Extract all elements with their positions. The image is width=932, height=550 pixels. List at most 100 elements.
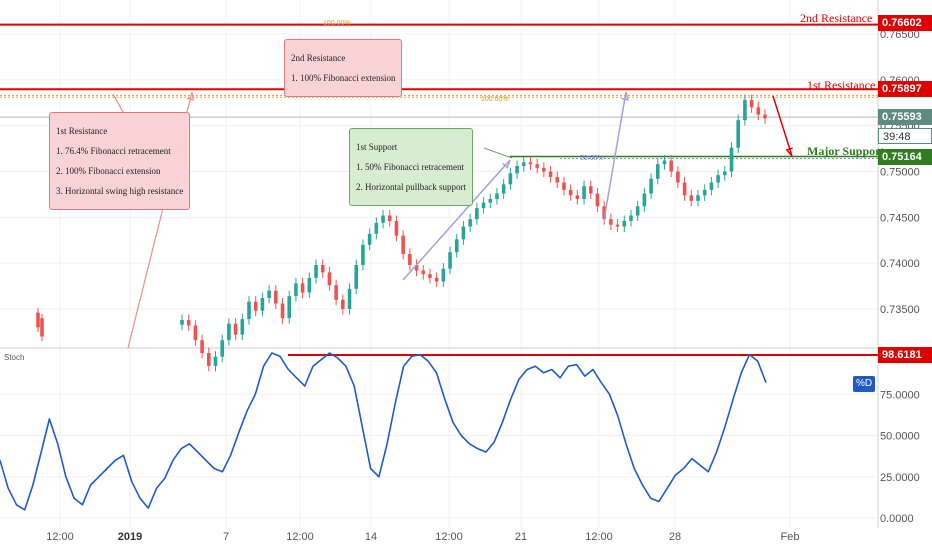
candle-body <box>508 173 513 185</box>
candle-body <box>763 114 767 119</box>
candle-body <box>327 272 332 286</box>
price-tick-label: 0.75000 <box>880 167 920 179</box>
s1-label: Major Support <box>807 144 885 158</box>
level-lines <box>0 23 878 159</box>
annotation-line: 2. 100% Fibonacci extension <box>56 166 161 176</box>
candle-body <box>381 215 385 223</box>
candle-body <box>749 100 754 108</box>
candle-body <box>434 277 439 282</box>
candle-body <box>260 298 265 311</box>
candle-body <box>515 166 519 174</box>
stoch-tick-label: 25.0000 <box>880 472 920 484</box>
projection-arrow <box>772 95 793 157</box>
candle-body <box>233 323 238 335</box>
price-axis: 0.765000.760000.755000.750000.745000.740… <box>880 29 920 316</box>
stoch-panel <box>0 352 878 519</box>
candle-body <box>488 199 493 203</box>
candle-body <box>729 147 734 172</box>
candle-body <box>341 299 345 309</box>
candle-body <box>635 206 640 216</box>
candle-body <box>676 171 680 183</box>
candle-body <box>662 160 667 165</box>
candle-body <box>629 215 633 221</box>
candle-body <box>702 189 707 196</box>
candle-body <box>387 215 392 221</box>
candle-body <box>542 167 546 172</box>
candle-body <box>615 224 620 227</box>
x-tick: 21 <box>514 531 528 543</box>
candle-body <box>200 340 204 353</box>
candle-body <box>495 193 499 199</box>
candle-body <box>501 184 506 194</box>
candle-body <box>320 265 325 273</box>
annotation-2nd-resistance: 2nd Resistance 1. 100% Fibonacci extensi… <box>284 39 403 97</box>
fib-label-top: 100.00% <box>323 20 351 27</box>
candle-body <box>220 340 225 357</box>
x-tick: 12:00 <box>585 531 613 543</box>
candle-body <box>334 285 338 300</box>
grid-lines <box>0 0 932 528</box>
candle-body <box>428 274 432 278</box>
candle-body <box>475 208 479 220</box>
candle-body <box>300 283 305 293</box>
annotation-line: 1. 100% Fibonacci extension <box>291 73 396 83</box>
candle-body <box>682 182 687 196</box>
candle-body <box>642 193 647 207</box>
candle-body <box>555 177 560 183</box>
candle-body <box>743 100 747 121</box>
candle-body <box>535 164 539 168</box>
x-tick: 12:00 <box>435 531 463 543</box>
annotation-1st-support: 1st Support 1. 50% Fibonacci retracement… <box>349 128 473 206</box>
candle-body <box>408 254 412 265</box>
candle-body <box>394 221 399 236</box>
candle-body <box>213 356 218 366</box>
candle-body <box>575 195 580 199</box>
annotation-1st-resistance: 1st Resistance 1. 76.4% Fibonacci retrac… <box>49 112 191 210</box>
projection-arrow-head <box>785 147 793 157</box>
candle-body <box>548 171 553 177</box>
stoch-legend-badge[interactable]: %D <box>853 376 875 392</box>
fib-arrow-up-1 <box>402 159 511 281</box>
x-tick: 12:00 <box>46 531 74 543</box>
candle-body <box>280 303 285 319</box>
price-tick-label: 0.74000 <box>880 258 920 270</box>
fib-extension-arrow-1-head <box>187 91 194 101</box>
stoch-tick-label: 0.0000 <box>880 513 914 525</box>
candle-body <box>756 107 761 115</box>
candle-body <box>287 296 292 319</box>
candle-body <box>716 175 720 183</box>
r1-price-tag: 0.75897 <box>878 81 932 97</box>
candle-body <box>649 178 653 194</box>
r2-price-tag: 0.76602 <box>878 15 932 31</box>
candle-body <box>562 182 566 190</box>
candle-body <box>307 277 312 293</box>
candle-body <box>609 219 613 225</box>
candle-body <box>582 186 586 199</box>
candle-body <box>689 195 694 201</box>
candle-body <box>347 288 352 309</box>
countdown-tag: 39:48 <box>878 128 932 144</box>
candle-body <box>207 353 211 366</box>
x-tick: 7 <box>222 531 230 543</box>
candle-body <box>454 239 459 253</box>
fib-arrow-up-1-head <box>502 159 511 169</box>
price-tick-label: 0.76500 <box>880 29 920 41</box>
candle-body <box>314 265 318 278</box>
x-tick: 2019 <box>117 531 143 543</box>
price-tick-label: 0.73500 <box>880 304 920 316</box>
candle-body <box>180 320 184 325</box>
candle-body <box>274 290 278 304</box>
stoch-level-tag: 98.6181 <box>878 347 932 363</box>
candle-body <box>709 182 714 190</box>
annotation-line: 3. Horizontal swing high resistance <box>56 186 184 196</box>
candle-body <box>528 162 533 165</box>
candle-body <box>193 325 198 341</box>
candle-body <box>421 270 426 275</box>
candle-body <box>655 164 660 179</box>
candle-body <box>461 226 466 240</box>
candle-body <box>414 265 419 271</box>
stoch-tick-label: 75.0000 <box>880 389 920 401</box>
candle-body <box>696 195 700 201</box>
candle-body <box>294 283 298 297</box>
